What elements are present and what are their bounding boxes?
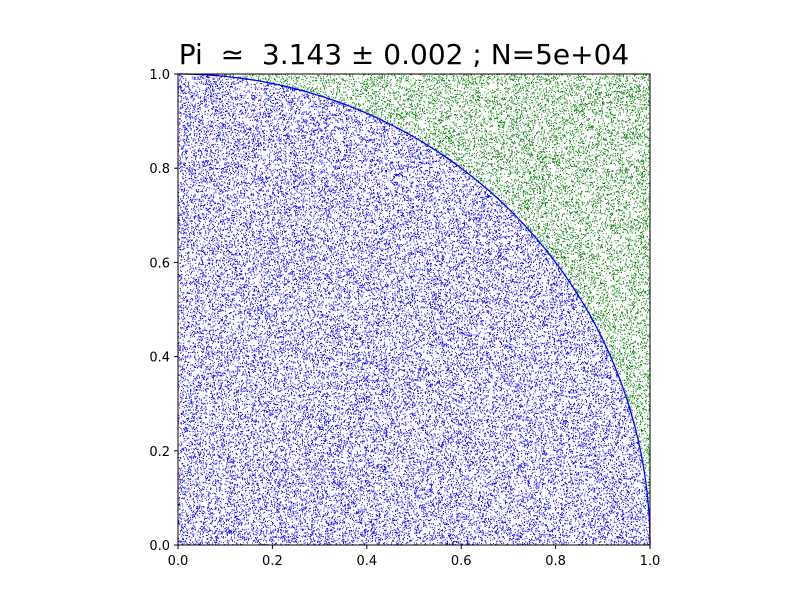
- y-tick-label: 0.8: [149, 162, 170, 177]
- x-tick-label: 0.4: [356, 554, 377, 569]
- y-tick-label: 0.6: [149, 256, 170, 271]
- y-tick-label: 0.2: [149, 445, 170, 460]
- outside-points-series: [192, 74, 650, 533]
- x-axis: 0.0 0.2 0.4 0.6 0.8 1.0: [168, 545, 661, 569]
- x-tick-label: 0.6: [451, 554, 472, 569]
- chart-title: Pi ≃ 3.143 ± 0.002 ; N=5e+04: [178, 38, 630, 71]
- y-tick-label: 1.0: [149, 68, 170, 83]
- inside-points-series: [178, 74, 650, 545]
- x-tick-label: 1.0: [640, 554, 661, 569]
- axes-frame: [177, 73, 651, 546]
- inside-points: [178, 74, 650, 545]
- x-tick-label: 0.0: [168, 554, 189, 569]
- x-tick-label: 0.2: [262, 554, 283, 569]
- y-axis: 0.0 0.2 0.4 0.6 0.8 1.0: [149, 68, 178, 554]
- y-tick-label: 0.4: [149, 351, 170, 366]
- outside-points: [192, 74, 650, 533]
- y-tick-label: 0.0: [149, 539, 170, 554]
- quarter-circle-boundary: [177, 73, 651, 546]
- x-tick-label: 0.8: [545, 554, 566, 569]
